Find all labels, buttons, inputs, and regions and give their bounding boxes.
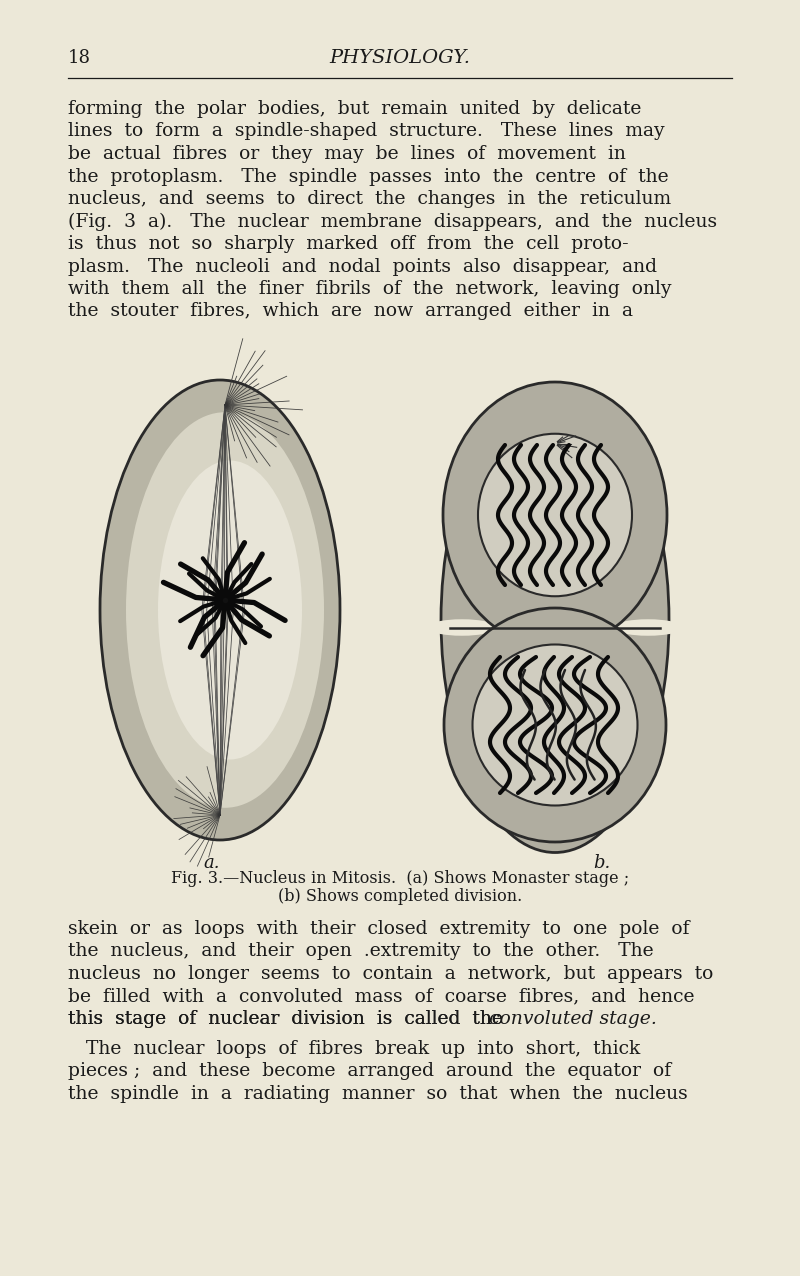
Text: convoluted stage.: convoluted stage. xyxy=(490,1011,657,1028)
Text: PHYSIOLOGY.: PHYSIOLOGY. xyxy=(330,48,470,68)
Ellipse shape xyxy=(473,644,638,805)
Ellipse shape xyxy=(427,619,497,635)
Text: b.: b. xyxy=(594,854,610,872)
Ellipse shape xyxy=(441,388,669,852)
Ellipse shape xyxy=(126,412,324,808)
Text: the  spindle  in  a  radiating  manner  so  that  when  the  nucleus: the spindle in a radiating manner so tha… xyxy=(68,1085,688,1102)
Text: (Fig.  3  a).   The  nuclear  membrane  disappears,  and  the  nucleus: (Fig. 3 a). The nuclear membrane disappe… xyxy=(68,213,717,231)
Text: 18: 18 xyxy=(68,48,91,68)
Text: this  stage  of  nuclear  division  is  called  the: this stage of nuclear division is called… xyxy=(68,1011,509,1028)
Text: skein  or  as  loops  with  their  closed  extremity  to  one  pole  of: skein or as loops with their closed extr… xyxy=(68,920,690,938)
Ellipse shape xyxy=(613,619,683,635)
Text: the  protoplasm.   The  spindle  passes  into  the  centre  of  the: the protoplasm. The spindle passes into … xyxy=(68,167,669,185)
Text: The  nuclear  loops  of  fibres  break  up  into  short,  thick: The nuclear loops of fibres break up int… xyxy=(68,1040,640,1058)
Text: nucleus  no  longer  seems  to  contain  a  network,  but  appears  to: nucleus no longer seems to contain a net… xyxy=(68,965,714,983)
Text: Fig. 3.—Nucleus in Mitosis.  (a) Shows Monaster stage ;: Fig. 3.—Nucleus in Mitosis. (a) Shows Mo… xyxy=(171,870,629,887)
Text: be  filled  with  a  convoluted  mass  of  coarse  fibres,  and  hence: be filled with a convoluted mass of coar… xyxy=(68,988,694,1005)
Text: this  stage  of  nuclear  division  is  called  the: this stage of nuclear division is called… xyxy=(68,1011,509,1028)
Text: the  stouter  fibres,  which  are  now  arranged  either  in  a: the stouter fibres, which are now arrang… xyxy=(68,302,633,320)
Ellipse shape xyxy=(100,380,340,840)
Text: is  thus  not  so  sharply  marked  off  from  the  cell  proto-: is thus not so sharply marked off from t… xyxy=(68,235,629,253)
Ellipse shape xyxy=(158,461,302,759)
Ellipse shape xyxy=(444,607,666,842)
Text: (b) Shows completed division.: (b) Shows completed division. xyxy=(278,888,522,905)
Text: the  nucleus,  and  their  open  .extremity  to  the  other.   The: the nucleus, and their open .extremity t… xyxy=(68,943,654,961)
Text: forming  the  polar  bodies,  but  remain  united  by  delicate: forming the polar bodies, but remain uni… xyxy=(68,100,642,117)
Text: nucleus,  and  seems  to  direct  the  changes  in  the  reticulum: nucleus, and seems to direct the changes… xyxy=(68,190,671,208)
Ellipse shape xyxy=(443,382,667,648)
Text: a.: a. xyxy=(204,854,220,872)
Text: pieces ;  and  these  become  arranged  around  the  equator  of: pieces ; and these become arranged aroun… xyxy=(68,1063,671,1081)
Ellipse shape xyxy=(478,434,632,596)
Text: plasm.   The  nucleoli  and  nodal  points  also  disappear,  and: plasm. The nucleoli and nodal points als… xyxy=(68,258,657,276)
Text: lines  to  form  a  spindle-shaped  structure.   These  lines  may: lines to form a spindle-shaped structure… xyxy=(68,122,665,140)
Text: be  actual  fibres  or  they  may  be  lines  of  movement  in: be actual fibres or they may be lines of… xyxy=(68,145,626,163)
Text: with  them  all  the  finer  fibrils  of  the  network,  leaving  only: with them all the finer fibrils of the n… xyxy=(68,279,671,299)
